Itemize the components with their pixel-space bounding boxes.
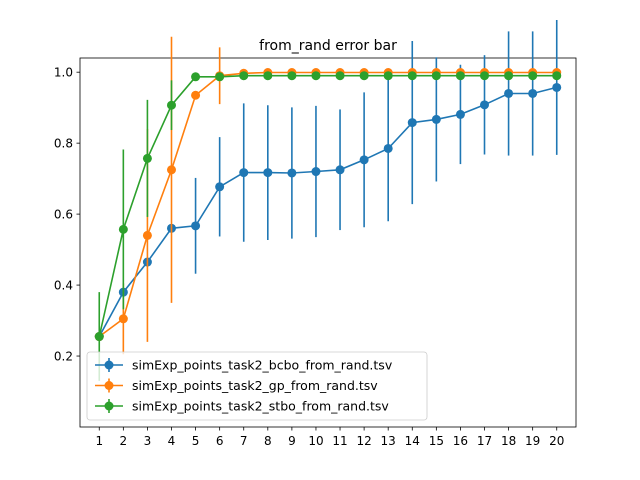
legend-item: simExp_points_task2_bcbo_from_rand.tsv: [95, 358, 393, 373]
data-point: [528, 71, 538, 81]
x-tick-label: 7: [240, 434, 248, 448]
x-tick-label: 15: [429, 434, 444, 448]
x-tick-label: 2: [120, 434, 128, 448]
y-axis: 0.2 0.4 0.6 0.8 1.0: [54, 66, 80, 364]
legend-label: simExp_points_task2_stbo_from_rand.tsv: [132, 399, 389, 414]
data-point: [359, 155, 369, 165]
data-point: [191, 221, 201, 231]
y-tick-label: 0.8: [54, 137, 73, 151]
data-point: [455, 109, 465, 119]
x-tick-label: 8: [264, 434, 272, 448]
data-point: [239, 168, 249, 178]
data-point: [480, 100, 490, 110]
x-axis: 1 2 3 4 5 6 7 8 9 10 11 12 13 14 15 16 17 18 19 20: [95, 427, 564, 448]
data-point: [359, 71, 369, 81]
chart-title: from_rand error bar: [259, 38, 397, 54]
x-tick-label: 19: [525, 434, 540, 448]
data-point: [552, 82, 562, 92]
data-point: [166, 100, 176, 110]
legend-label: simExp_points_task2_gp_from_rand.tsv: [132, 378, 378, 393]
x-tick-label: 12: [356, 434, 371, 448]
x-tick-label: 9: [288, 434, 296, 448]
data-point: [263, 168, 273, 178]
legend-item: simExp_points_task2_gp_from_rand.tsv: [95, 378, 378, 393]
legend-label: simExp_points_task2_bcbo_from_rand.tsv: [132, 358, 393, 373]
x-tick-label: 18: [501, 434, 516, 448]
data-point: [431, 71, 441, 81]
data-point: [311, 71, 321, 81]
y-tick-label: 1.0: [54, 66, 73, 80]
data-point: [383, 143, 393, 153]
data-point: [504, 88, 514, 98]
x-tick-label: 6: [216, 434, 224, 448]
data-point: [480, 71, 490, 81]
data-point: [142, 230, 152, 240]
y-tick-label: 0.6: [54, 208, 73, 222]
x-tick-label: 5: [192, 434, 200, 448]
x-tick-label: 4: [168, 434, 176, 448]
legend-box: [86, 351, 428, 421]
data-point: [335, 165, 345, 175]
data-point: [528, 88, 538, 98]
x-tick-label: 11: [332, 434, 347, 448]
data-point: [263, 71, 273, 81]
data-point: [407, 71, 417, 81]
data-point: [215, 72, 225, 82]
data-point: [166, 165, 176, 175]
data-point: [311, 167, 321, 177]
legend-item: simExp_points_task2_stbo_from_rand.tsv: [95, 399, 389, 414]
x-tick-label: 17: [477, 434, 492, 448]
x-tick-label: 20: [549, 434, 564, 448]
x-tick-label: 10: [308, 434, 323, 448]
data-point: [383, 71, 393, 81]
y-tick-label: 0.4: [54, 279, 73, 293]
data-point: [335, 71, 345, 81]
x-tick-label: 14: [405, 434, 420, 448]
plot-frame: [79, 57, 577, 428]
x-tick-label: 13: [381, 434, 396, 448]
data-point: [94, 332, 104, 342]
data-point: [287, 168, 297, 178]
data-point: [431, 114, 441, 124]
data-point: [118, 224, 128, 234]
data-point: [142, 153, 152, 163]
data-point: [504, 71, 514, 81]
data-point: [455, 71, 465, 81]
x-tick-label: 3: [144, 434, 152, 448]
y-tick-label: 0.2: [54, 350, 73, 364]
legend: simExp_points_task2_bcbo_from_rand.tsvsi…: [86, 351, 428, 421]
legend-marker: [104, 381, 114, 390]
x-tick-label: 16: [453, 434, 468, 448]
x-tick-label: 1: [95, 434, 103, 448]
data-point: [552, 71, 562, 81]
data-point: [287, 71, 297, 81]
data-point: [239, 71, 249, 81]
data-point: [407, 118, 417, 128]
data-point: [191, 90, 201, 100]
data-point: [118, 314, 128, 324]
legend-marker: [104, 401, 114, 411]
data-point: [215, 182, 225, 192]
data-point: [191, 72, 201, 82]
legend-marker: [104, 360, 114, 370]
plot-area: [79, 57, 577, 428]
